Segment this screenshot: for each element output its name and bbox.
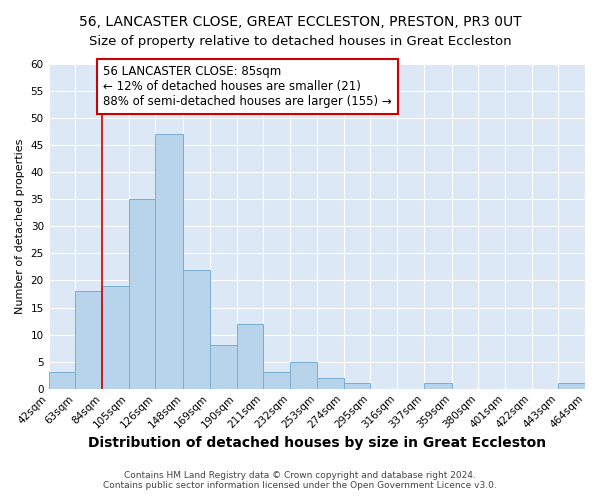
Bar bbox=[424, 384, 452, 388]
Bar bbox=[184, 270, 210, 388]
Bar bbox=[210, 346, 237, 389]
Text: Size of property relative to detached houses in Great Eccleston: Size of property relative to detached ho… bbox=[89, 35, 511, 48]
Bar bbox=[317, 378, 344, 388]
Bar bbox=[155, 134, 184, 388]
Bar bbox=[129, 200, 155, 388]
Bar bbox=[49, 372, 76, 388]
Bar bbox=[559, 384, 585, 388]
Bar bbox=[344, 384, 370, 388]
Text: 56, LANCASTER CLOSE, GREAT ECCLESTON, PRESTON, PR3 0UT: 56, LANCASTER CLOSE, GREAT ECCLESTON, PR… bbox=[79, 15, 521, 29]
Y-axis label: Number of detached properties: Number of detached properties bbox=[15, 138, 25, 314]
Bar bbox=[263, 372, 290, 388]
Bar bbox=[102, 286, 129, 388]
Text: Contains HM Land Registry data © Crown copyright and database right 2024.
Contai: Contains HM Land Registry data © Crown c… bbox=[103, 470, 497, 490]
Bar bbox=[290, 362, 317, 388]
Bar bbox=[76, 292, 102, 388]
Text: 56 LANCASTER CLOSE: 85sqm
← 12% of detached houses are smaller (21)
88% of semi-: 56 LANCASTER CLOSE: 85sqm ← 12% of detac… bbox=[103, 65, 392, 108]
Bar bbox=[237, 324, 263, 388]
X-axis label: Distribution of detached houses by size in Great Eccleston: Distribution of detached houses by size … bbox=[88, 436, 546, 450]
